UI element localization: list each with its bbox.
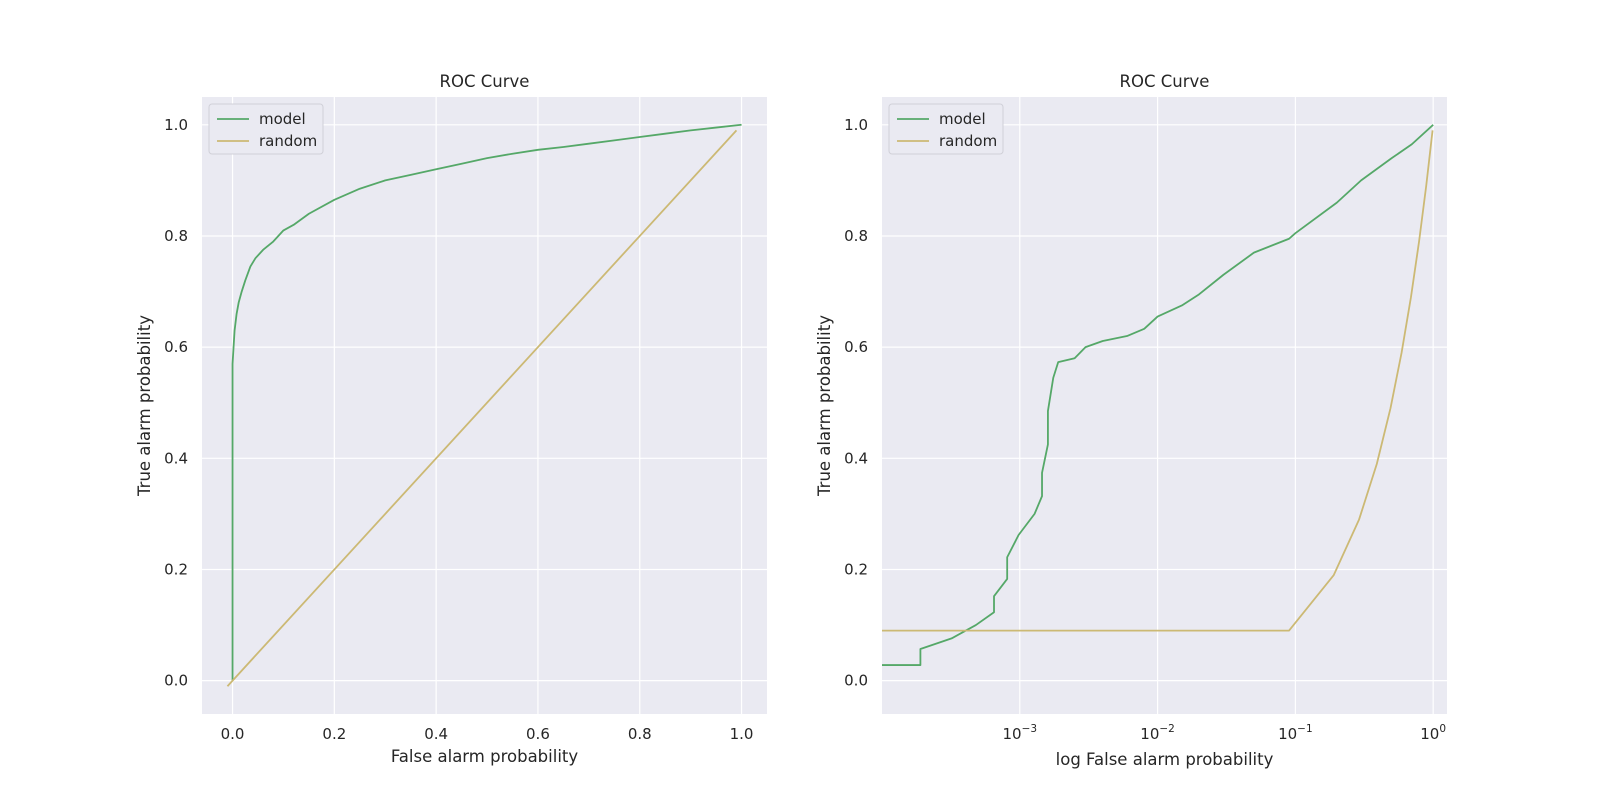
chart-1-series-random-line [226, 129, 738, 687]
chart-2-title: ROC Curve [1120, 72, 1210, 91]
chart-2-y-axis-label: True alarm probability [815, 315, 834, 497]
chart-1-y-tick-label: 1.0 [164, 116, 188, 134]
chart-2-series-model-line [882, 124, 1434, 666]
chart-1-x-tick-label: 0.6 [526, 725, 550, 743]
chart-1-x-tick-label: 0.2 [322, 725, 346, 743]
chart-2-x-tick-label: 10−2 [1140, 723, 1175, 743]
chart-2-y-tick-label: 0.0 [844, 672, 868, 690]
chart-1-y-tick-label: 0.0 [164, 672, 188, 690]
chart-1-x-tick-label: 0.0 [221, 725, 245, 743]
chart-2-legend-model-label: model [939, 110, 986, 128]
chart-1-y-tick-label: 0.2 [164, 560, 188, 578]
chart-1-x-tick-label: 0.8 [628, 725, 652, 743]
chart-2-x-tick-label: 100 [1420, 723, 1446, 743]
chart-1-legend-model-label: model [259, 110, 306, 128]
chart-2-x-tick-label: 10−1 [1278, 723, 1313, 743]
chart-2-y-tick-label: 0.8 [844, 227, 868, 245]
chart-1-title: ROC Curve [440, 72, 530, 91]
chart-1-y-tick-label: 0.6 [164, 338, 188, 356]
chart-1-x-tick-label: 1.0 [730, 725, 754, 743]
chart-1-y-axis-label: True alarm probability [135, 315, 154, 497]
chart-2-series-random-line [882, 130, 1434, 632]
chart-2-x-tick-label: 10−3 [1003, 723, 1038, 743]
chart-2-y-tick-label: 1.0 [844, 116, 868, 134]
chart-1-legend-random-label: random [259, 132, 317, 150]
chart-2-legend-random-label: random [939, 132, 997, 150]
chart-2-x-axis-label: log False alarm probability [1056, 750, 1274, 769]
chart-2-group: 10−3 10−2 10−1 100 0.0 0.2 0.4 0.6 0.8 1.0 ROC Cur… [815, 72, 1447, 769]
chart-2-y-tick-label: 0.2 [844, 560, 868, 578]
chart-1-x-axis-label: False alarm probability [391, 747, 579, 766]
chart-1-group: 0.0 0.2 0.4 0.6 0.8 1.0 0.0 0.2 0.4 0.6 0.8 1.0 ROC … [135, 72, 767, 766]
chart-1-x-tick-label: 0.4 [424, 725, 448, 743]
chart-2-y-tick-label: 0.6 [844, 338, 868, 356]
chart-2-plot-area [882, 97, 1447, 714]
chart-1-y-tick-label: 0.8 [164, 227, 188, 245]
chart-2-y-tick-label: 0.4 [844, 449, 868, 467]
chart-1-series-model-line [231, 123, 742, 681]
chart-1-y-tick-label: 0.4 [164, 449, 188, 467]
